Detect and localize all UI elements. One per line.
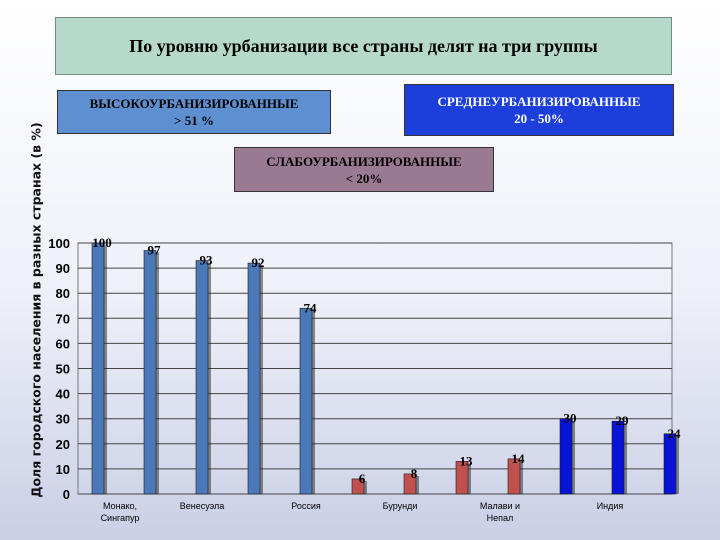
bar-5 xyxy=(351,478,365,495)
x-category-label-0: Монако, Сингапур xyxy=(101,501,140,523)
bar-3 xyxy=(247,262,261,495)
title-box: По уровню урбанизации все страны делят н… xyxy=(55,17,672,75)
y-tick-label-20: 20 xyxy=(56,437,70,452)
data-label-0: 100 xyxy=(92,235,112,250)
data-label-7: 13 xyxy=(460,453,474,468)
y-tick-label-30: 30 xyxy=(56,412,70,427)
x-category-label-3: Бурунди xyxy=(383,501,418,511)
data-label-2: 93 xyxy=(200,253,214,268)
data-label-8: 14 xyxy=(512,451,526,466)
x-category-label-1: Венесуэла xyxy=(180,501,225,511)
bar-0 xyxy=(91,242,105,495)
group-low-range: < 20% xyxy=(345,170,383,186)
data-label-10: 29 xyxy=(616,413,630,428)
x-category-label-2: Россия xyxy=(291,501,321,511)
bar-2 xyxy=(195,260,209,495)
bar-1 xyxy=(143,250,157,495)
y-tick-label-80: 80 xyxy=(56,286,70,301)
group-medium-range: 20 - 50% xyxy=(514,111,564,126)
group-box-low: СЛАБОУРБАНИЗИРОВАННЫЕ < 20% xyxy=(234,147,494,192)
data-label-1: 97 xyxy=(148,243,162,258)
bar-6 xyxy=(403,473,417,495)
group-high-name: ВЫСОКОУРБАНИЗИРОВАННЫЕ xyxy=(89,96,299,111)
bar-7 xyxy=(455,461,469,495)
y-tick-label-10: 10 xyxy=(56,462,70,477)
bar-4 xyxy=(299,307,313,495)
x-category-label-5: Индия xyxy=(597,501,624,511)
y-tick-label-0: 0 xyxy=(63,487,70,502)
data-label-5: 6 xyxy=(359,471,366,486)
y-tick-label-100: 100 xyxy=(48,236,70,251)
group-box-medium: СРЕДНЕУРБАНИЗИРОВАННЫЕ 20 - 50% xyxy=(404,84,674,136)
y-tick-label-50: 50 xyxy=(56,362,70,377)
data-label-3: 92 xyxy=(252,255,265,270)
y-tick-label-60: 60 xyxy=(56,336,70,351)
data-label-9: 30 xyxy=(564,411,577,426)
data-label-11: 24 xyxy=(668,426,682,441)
y-tick-label-70: 70 xyxy=(56,311,70,326)
group-medium-name: СРЕДНЕУРБАНИЗИРОВАННЫЕ xyxy=(437,94,641,109)
x-category-label-4: Малави и Непал xyxy=(480,501,520,523)
data-label-4: 74 xyxy=(304,300,318,315)
y-tick-label-90: 90 xyxy=(56,261,70,276)
group-box-high: ВЫСОКОУРБАНИЗИРОВАННЫЕ > 51 % xyxy=(57,90,331,134)
bar-10 xyxy=(611,420,625,495)
bar-9 xyxy=(559,418,573,495)
bar-11 xyxy=(663,433,677,495)
page-title: По уровню урбанизации все страны делят н… xyxy=(129,36,598,56)
data-label-6: 8 xyxy=(411,466,418,481)
group-low-name: СЛАБОУРБАНИЗИРОВАННЫЕ xyxy=(266,153,462,169)
group-high-range: > 51 % xyxy=(174,113,214,128)
y-tick-label-40: 40 xyxy=(56,387,70,402)
bar-8 xyxy=(507,458,521,495)
